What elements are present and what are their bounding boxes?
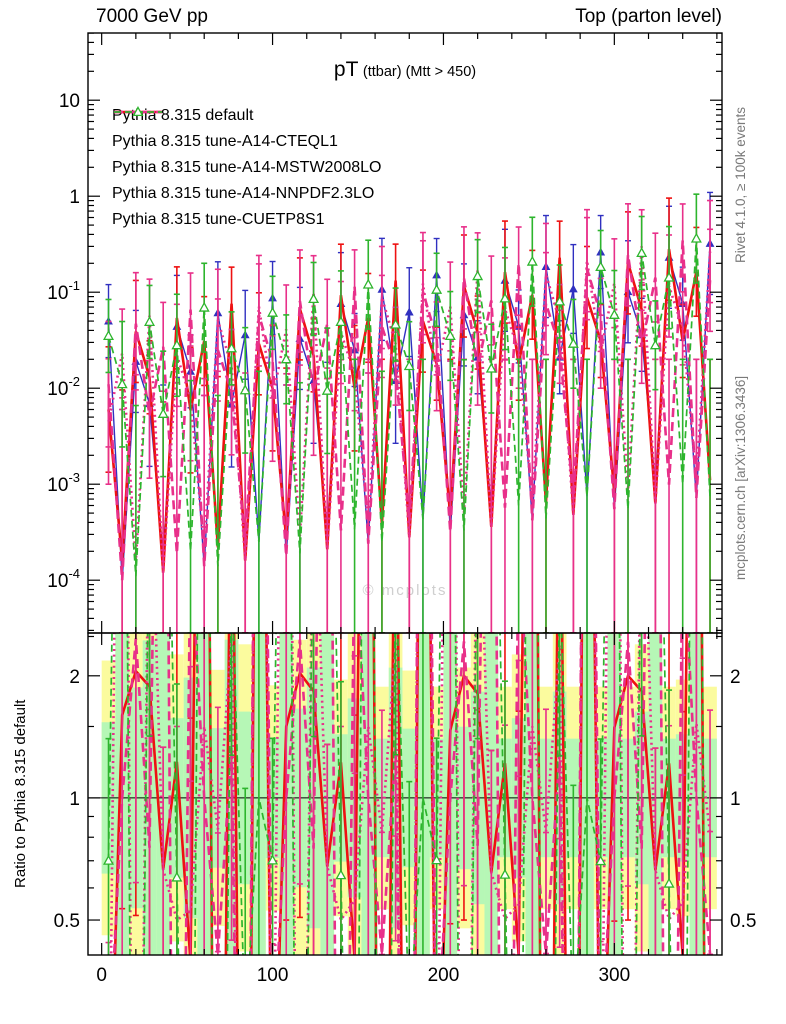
legend-item: Pythia 8.315 tune-A14-CTEQL1 — [112, 110, 381, 155]
svg-text:2: 2 — [730, 667, 741, 688]
legend-swatch-dashed — [114, 110, 162, 114]
legend: Pythia 8.315 default Pythia 8.315 tune-A1… — [112, 103, 381, 233]
mcplots-citation-label: mcplots.cern.ch [arXiv:1306.3436] — [733, 375, 748, 580]
svg-text:1: 1 — [730, 789, 741, 810]
plot-title-main: pT — [333, 58, 359, 81]
main-series-4 — [103, 193, 714, 633]
svg-text:10-4: 10-4 — [47, 566, 80, 592]
legend-item: Pythia 8.315 tune-A14-MSTW2008LO — [112, 110, 382, 181]
axis-ticks — [88, 32, 722, 955]
svg-text:0.5: 0.5 — [54, 911, 80, 932]
svg-text:10-2: 10-2 — [47, 374, 80, 400]
ratio-series — [103, 633, 714, 955]
svg-text:0: 0 — [96, 965, 107, 986]
svg-text:1: 1 — [69, 789, 80, 810]
svg-text:10-3: 10-3 — [47, 470, 80, 496]
svg-text:0.5: 0.5 — [730, 911, 756, 932]
legend-swatch-dashed-thin — [114, 106, 162, 117]
svg-text:300: 300 — [598, 965, 630, 986]
header-beam: 7000 GeV pp — [96, 6, 208, 27]
svg-text:1: 1 — [69, 187, 80, 208]
svg-text:100: 100 — [257, 965, 289, 986]
axis-tick-labels: 10 1 10-1 10-2 10-3 10-4 0.5 0.5 1 1 2 2 0 100 200 300 — [47, 91, 756, 986]
svg-text:10-1: 10-1 — [47, 278, 80, 304]
plot-title: pT (ttbar) (Mtt > 450) — [88, 58, 722, 82]
legend-item: Pythia 8.315 tune-A14-NNPDF2.3LO — [112, 110, 381, 207]
svg-text:200: 200 — [428, 965, 460, 986]
header-process: Top (parton level) — [575, 6, 722, 27]
legend-label: Pythia 8.315 tune-A14-NNPDF2.3LO — [112, 185, 375, 202]
ratio-axis-label: Ratio to Pythia 8.315 default — [12, 699, 29, 889]
legend-label: Pythia 8.315 tune-CUETP8S1 — [112, 211, 325, 228]
watermark: © mcplots — [362, 582, 448, 599]
svg-text:10: 10 — [59, 91, 80, 112]
plot-title-sub: (ttbar) (Mtt > 450) — [362, 64, 477, 80]
main-series — [103, 191, 715, 633]
ratio-frame — [87, 632, 723, 956]
rivet-version-label: Rivet 4.1.0, ≥ 100k events — [733, 107, 748, 263]
legend-label: Pythia 8.315 tune-A14-MSTW2008LO — [112, 159, 382, 176]
legend-label: Pythia 8.315 tune-A14-CTEQL1 — [112, 133, 338, 150]
ratio-series-4 — [103, 633, 706, 955]
svg-text:2: 2 — [69, 667, 80, 688]
legend-item: Pythia 8.315 tune-CUETP8S1 — [112, 106, 381, 233]
